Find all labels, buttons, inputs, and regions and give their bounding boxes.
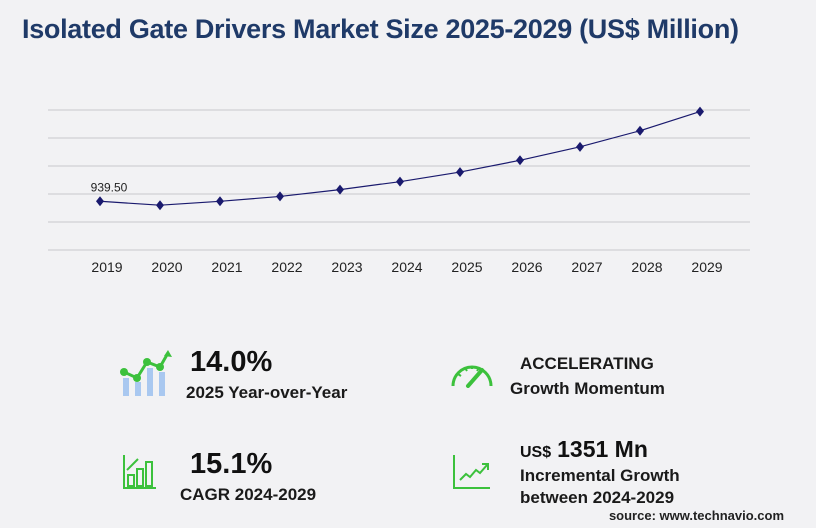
data-point-2023 xyxy=(336,184,344,195)
bar-chart-icon xyxy=(123,455,156,489)
incremental-label-2: between 2024-2029 xyxy=(520,488,675,507)
data-point-2026 xyxy=(516,155,524,166)
line-chart: 2019 2020 2021 2022 2023 2024 2025 2026 2027 2028… xyxy=(48,106,750,275)
yoy-label: 2025 Year-over-Year xyxy=(186,383,348,402)
data-point-2021 xyxy=(216,196,224,207)
incremental-amount: 1351 Mn xyxy=(557,436,648,462)
x-tick-label: 2025 xyxy=(451,259,482,275)
trend-up-icon xyxy=(453,455,490,489)
cagr-label: CAGR 2024-2029 xyxy=(180,485,317,504)
x-tick-label: 2028 xyxy=(631,259,662,275)
x-tick-label: 2023 xyxy=(331,259,362,275)
momentum-value: ACCELERATING xyxy=(520,354,654,373)
yoy-value: 14.0% xyxy=(190,346,273,378)
page-title: Isolated Gate Drivers Market Size 2025-2… xyxy=(22,14,739,44)
incremental-value: US$ 1351 Mn xyxy=(520,436,648,463)
x-tick-label: 2019 xyxy=(91,259,122,275)
data-point-2020 xyxy=(156,200,164,211)
data-point-2024 xyxy=(396,176,404,187)
growth-chart-icon xyxy=(120,350,172,396)
data-point-2019 xyxy=(96,196,104,207)
x-tick-label: 2026 xyxy=(511,259,542,275)
incremental-label-1: Incremental Growth xyxy=(520,466,680,485)
x-tick-label: 2022 xyxy=(271,259,302,275)
data-label: 939.50 xyxy=(91,180,128,194)
currency-prefix: US$ xyxy=(520,444,552,461)
data-point-2022 xyxy=(276,191,284,202)
x-tick-label: 2024 xyxy=(391,259,422,275)
data-point-2029 xyxy=(696,106,704,117)
source-text: source: www.technavio.com xyxy=(608,508,784,523)
data-point-2027 xyxy=(576,141,584,152)
x-tick-label: 2029 xyxy=(691,259,722,275)
x-tick-label: 2021 xyxy=(211,259,242,275)
cagr-value: 15.1% xyxy=(190,448,273,480)
series-line xyxy=(99,111,701,206)
x-tick-label: 2027 xyxy=(571,259,602,275)
speedometer-icon xyxy=(451,365,493,388)
x-tick-label: 2020 xyxy=(151,259,182,275)
data-point-2025 xyxy=(456,167,464,178)
momentum-label: Growth Momentum xyxy=(510,379,665,398)
data-point-2028 xyxy=(636,125,644,136)
